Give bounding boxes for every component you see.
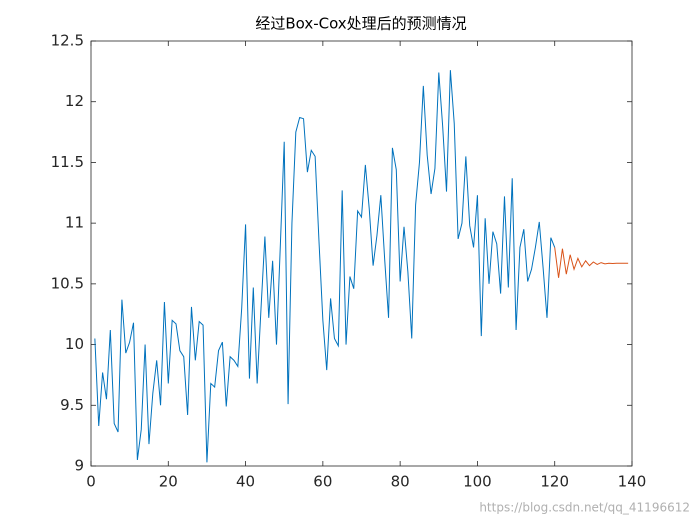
y-tick-label: 12 (65, 92, 84, 110)
y-tick-label: 9.5 (60, 396, 84, 414)
plot-area (90, 40, 633, 467)
y-tick-label: 9 (74, 457, 84, 475)
y-tick-label: 11.5 (51, 153, 84, 171)
x-tick-label: 80 (391, 473, 410, 491)
series-line (94, 70, 556, 463)
x-tick-label: 60 (313, 473, 332, 491)
y-tick-label: 10.5 (51, 274, 84, 292)
x-tick-label: 100 (463, 473, 492, 491)
series-line (554, 247, 629, 278)
watermark: https://blog.csdn.net/qq_41196612 (479, 501, 690, 515)
x-tick-label: 20 (159, 473, 178, 491)
x-tick-label: 0 (86, 473, 96, 491)
y-tick-label: 10 (65, 335, 84, 353)
x-tick-label: 140 (618, 473, 647, 491)
y-tick-label: 12.5 (51, 32, 84, 50)
chart-title: 经过Box-Cox处理后的预测情况 (255, 15, 466, 33)
x-tick-label: 40 (236, 473, 255, 491)
x-tick-label: 120 (540, 473, 569, 491)
y-tick-label: 11 (65, 214, 84, 232)
